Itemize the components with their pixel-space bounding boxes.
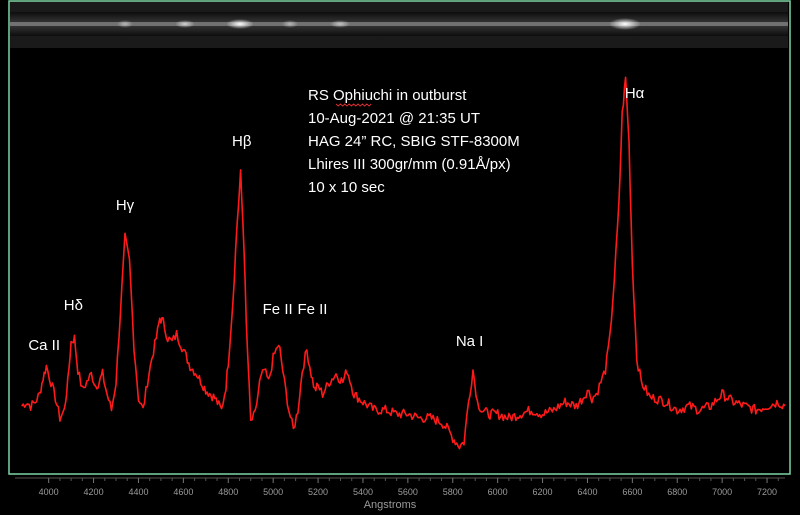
x-tick-label: 6600 [622,487,642,497]
spectrum-image-strip [10,1,788,48]
annotation-label: Fe II [297,301,327,318]
x-axis: 4000 4200 4400 4600 4800 5000 5200 5400 5600 5800… [15,477,785,497]
annotation-label: Ca II [28,337,60,354]
annotation-label: Fe II [263,301,293,318]
annotation-label: Hγ [116,197,135,214]
x-tick-label: 5200 [308,487,328,497]
x-tick-label: 7000 [712,487,732,497]
chart-title-block: RS Ophiuchi in outburst 10-Aug-2021 @ 21:… [308,87,520,196]
title-line: Lhires III 300gr/mm (0.91Å/px) [308,156,511,173]
x-tick-label: 4000 [39,487,59,497]
title-line: RS Ophiuchi in outburst [308,87,467,104]
x-tick-label: 6800 [667,487,687,497]
x-tick-label: 6400 [577,487,597,497]
x-tick-label: 5800 [443,487,463,497]
title-line: 10-Aug-2021 @ 21:35 UT [308,110,480,127]
annotation-label: Hα [625,85,645,102]
x-tick-label: 6200 [533,487,553,497]
x-tick-label: 4600 [173,487,193,497]
line-annotations: Ca II Hδ Hγ Hβ Fe II Fe II Na I Hα [28,85,644,354]
x-tick-label: 6000 [488,487,508,497]
x-tick-label: 7200 [757,487,777,497]
spellcheck-underline [335,103,372,107]
title-line: HAG 24” RC, SBIG STF-8300M [308,133,520,150]
x-tick-label: 5600 [398,487,418,497]
title-line: 10 x 10 sec [308,179,385,196]
annotation-label: Hδ [64,297,83,314]
chart-frame [8,0,791,475]
annotation-label: Na I [456,333,484,350]
x-tick-label: 4400 [128,487,148,497]
x-tick-label: 4800 [218,487,238,497]
x-tick-label: 4200 [84,487,104,497]
x-axis-label: Angstroms [364,499,417,511]
x-tick-label: 5000 [263,487,283,497]
spectrum-line [21,76,786,450]
annotation-label: Hβ [232,133,252,150]
x-tick-label: 5400 [353,487,373,497]
